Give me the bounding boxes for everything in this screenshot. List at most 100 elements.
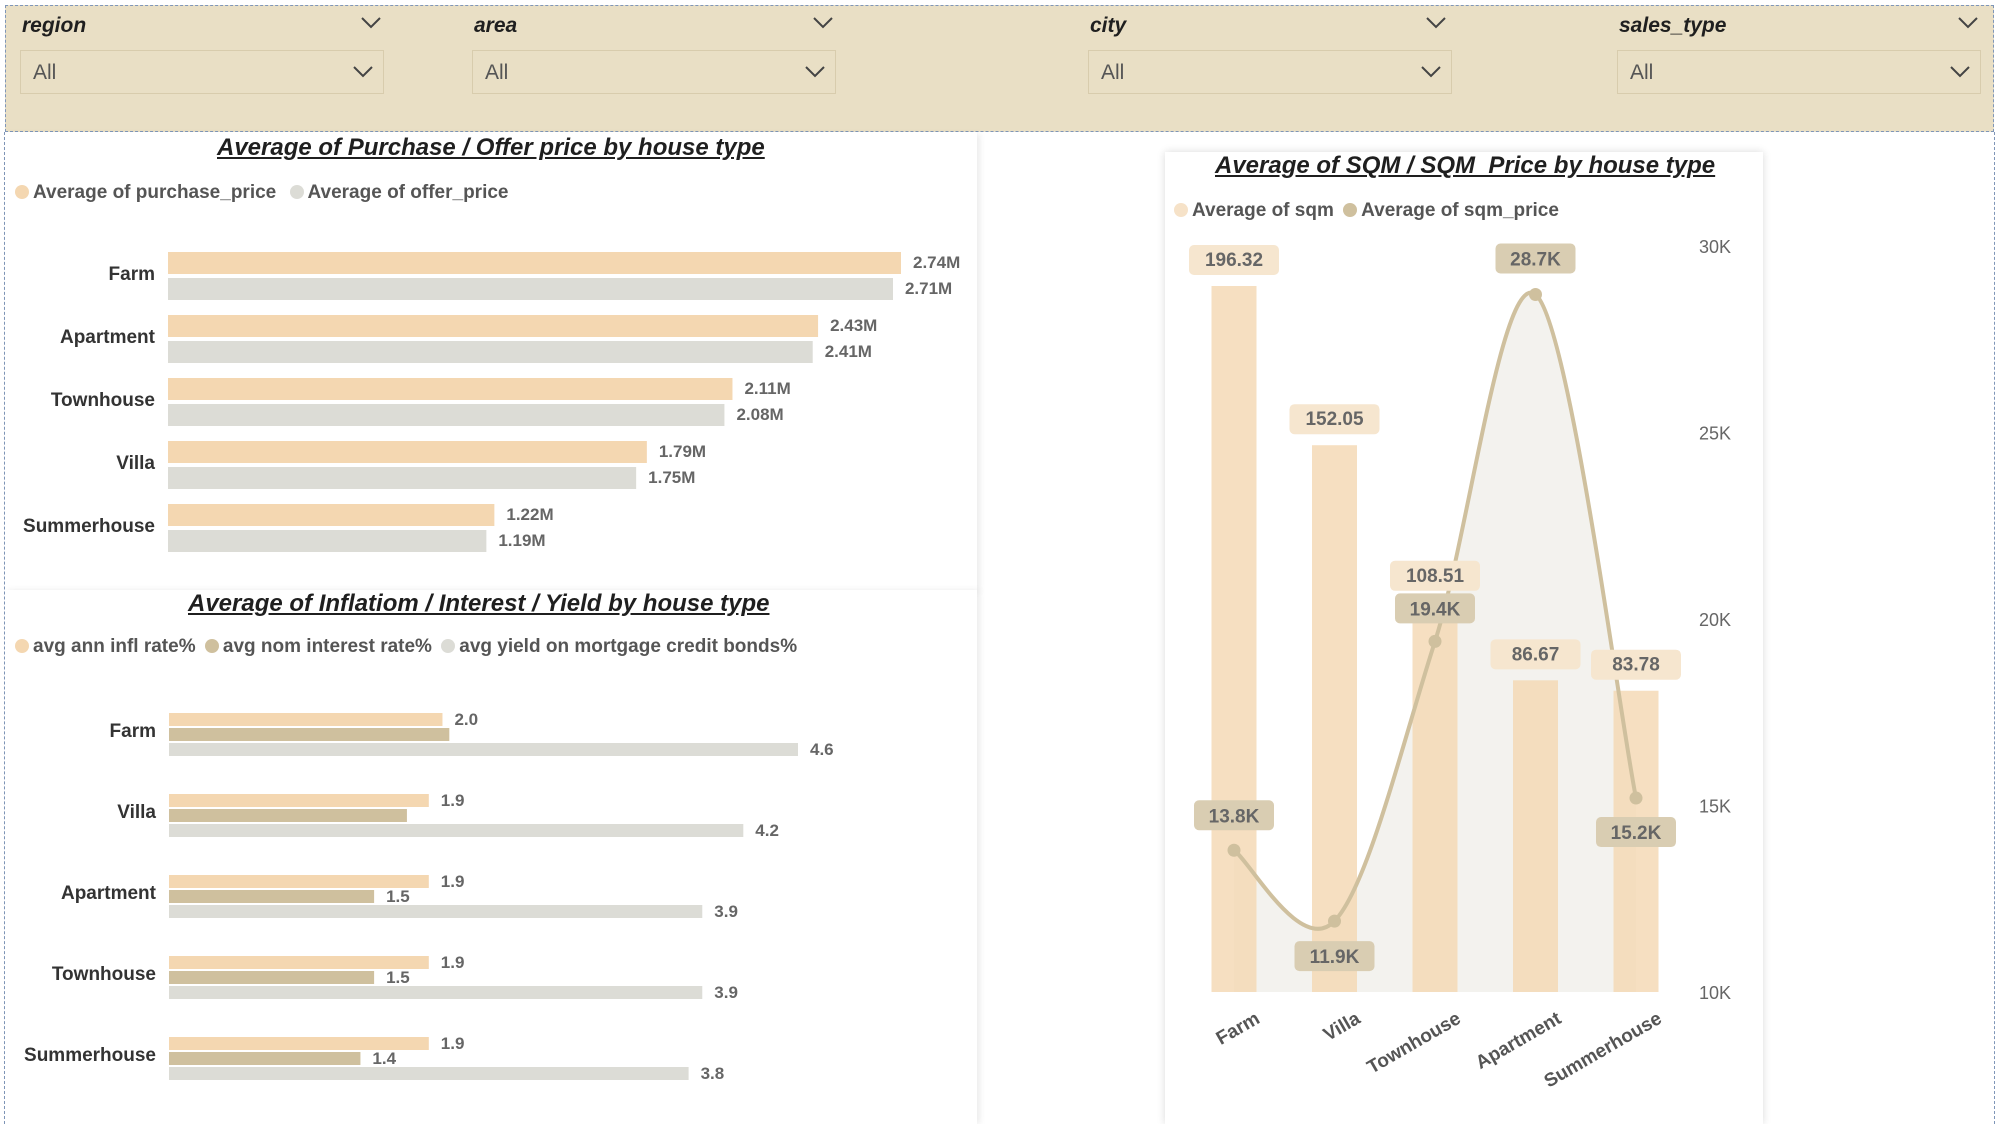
chart-legend: Average of purchase_price Average of off… [15, 182, 517, 204]
data-label: 196.32 [1205, 250, 1263, 271]
data-label: 152.05 [1305, 409, 1364, 430]
category-label: Townhouse [52, 964, 156, 985]
legend-item[interactable]: Average of offer_price [289, 182, 509, 204]
chevron-down-icon[interactable] [804, 65, 826, 79]
bar [169, 905, 703, 918]
chevron-down-icon[interactable] [1420, 65, 1442, 79]
legend-item[interactable]: avg ann infl rate% [15, 636, 196, 658]
category-label: Apartment [61, 883, 157, 904]
slicer-dropdown[interactable]: All [472, 50, 836, 94]
category-label: Summerhouse [24, 1045, 156, 1066]
legend-item[interactable]: Average of sqm [1174, 200, 1334, 222]
category-label: Townhouse [1364, 1008, 1465, 1078]
data-label: 1.5 [386, 887, 410, 906]
bar [169, 890, 375, 903]
chart-title: Average of Inflatiom / Interest / Yield … [188, 590, 770, 617]
data-label: 4.2 [755, 821, 779, 840]
bar [168, 504, 495, 526]
bar [1412, 601, 1458, 992]
data-label-bg [1490, 639, 1581, 670]
legend-label: avg nom interest rate% [222, 636, 432, 657]
sqm-price-combo-chart: 196.32 152.05 108.51 86.67 83.78 13.8K 11.9K 19… [1189, 237, 1731, 1092]
category-label: Villa [117, 802, 156, 823]
canvas-border-left [4, 132, 5, 1124]
category-label: Villa [116, 453, 155, 474]
category-label: Apartment [60, 327, 156, 348]
slicer-dropdown[interactable]: All [1617, 50, 1981, 94]
data-label: 3.8 [701, 1064, 725, 1083]
legend-item[interactable]: avg nom interest rate% [204, 636, 432, 658]
data-label: 1.75M [648, 468, 695, 487]
bar [168, 252, 901, 274]
slicer-value: All [1630, 61, 1654, 84]
legend-item[interactable]: avg yield on mortgage credit bonds% [441, 636, 797, 658]
data-label-bg [1289, 404, 1380, 435]
bar [169, 809, 407, 822]
bar [168, 341, 813, 363]
data-label: 3.9 [714, 902, 738, 921]
y2-tick-label: 15K [1699, 797, 1731, 817]
bar [169, 713, 443, 726]
category-label: Townhouse [51, 390, 155, 411]
data-label: 1.9 [441, 953, 465, 972]
data-label: 2.41M [825, 342, 872, 361]
bar [169, 971, 375, 984]
chevron-down-icon[interactable] [1957, 16, 1979, 30]
inflation-interest-chart-panel: Average of Inflatiom / Interest / Yield … [5, 590, 977, 1124]
data-label: 1.9 [441, 872, 465, 891]
y2-tick-label: 10K [1699, 983, 1731, 1003]
slicer-label: sales_type [1619, 14, 1727, 37]
y2-tick-label: 20K [1699, 610, 1731, 630]
filter-bar [5, 5, 1994, 132]
chevron-down-icon[interactable] [812, 16, 834, 30]
bar [169, 1067, 689, 1080]
line-point [1227, 843, 1241, 857]
legend-label: avg ann infl rate% [33, 636, 196, 657]
bar [169, 875, 429, 888]
data-label-bg [1596, 817, 1676, 848]
line-point [1328, 914, 1341, 928]
legend-dot-icon [1174, 203, 1188, 217]
bar [169, 1037, 429, 1050]
sqm-price-line [1232, 290, 1638, 931]
data-label: 1.22M [506, 505, 553, 524]
category-label: Farm [1213, 1008, 1264, 1049]
data-label: 1.9 [441, 1034, 465, 1053]
data-label: 1.19M [498, 531, 545, 550]
data-label: 15.2K [1611, 823, 1662, 844]
chart-title: Average of Purchase / Offer price by hou… [217, 134, 765, 161]
data-label: 2.43M [830, 316, 877, 335]
legend-dot-icon [441, 639, 456, 653]
bar [168, 530, 487, 552]
bar [168, 404, 725, 426]
data-label: 108.51 [1406, 566, 1465, 587]
chevron-down-icon[interactable] [1425, 16, 1447, 30]
slicer-value: All [1101, 61, 1125, 84]
line-point [1428, 634, 1442, 648]
slicer-dropdown[interactable]: All [20, 50, 384, 94]
bar [1211, 286, 1257, 992]
data-label: 2.11M [744, 379, 790, 398]
data-label: 1.5 [386, 968, 410, 987]
data-label: 19.4K [1410, 599, 1461, 620]
bar [1513, 680, 1558, 992]
sqm-price-chart-panel: Average of SQM / SQM_Price by house type… [1165, 152, 1763, 1124]
line-point [1529, 287, 1542, 301]
legend-label: Average of purchase_price [33, 182, 277, 203]
chevron-down-icon[interactable] [360, 16, 382, 30]
slicer-dropdown[interactable]: All [1088, 50, 1452, 94]
legend-item[interactable]: Average of sqm_price [1343, 200, 1559, 222]
data-label: 2.74M [913, 253, 960, 272]
bar [169, 1052, 361, 1065]
data-label-bg [1194, 800, 1274, 831]
chevron-down-icon[interactable] [1949, 65, 1971, 79]
slicer-label: area [474, 14, 518, 37]
chevron-down-icon[interactable] [352, 65, 374, 79]
data-label: 28.7K [1510, 249, 1561, 270]
category-label: Villa [1320, 1008, 1364, 1046]
legend-item[interactable]: Average of purchase_price [15, 182, 276, 204]
bar [168, 315, 819, 337]
data-label: 1.4 [372, 1049, 396, 1068]
bar [169, 743, 798, 756]
data-label: 1.79M [659, 442, 706, 461]
